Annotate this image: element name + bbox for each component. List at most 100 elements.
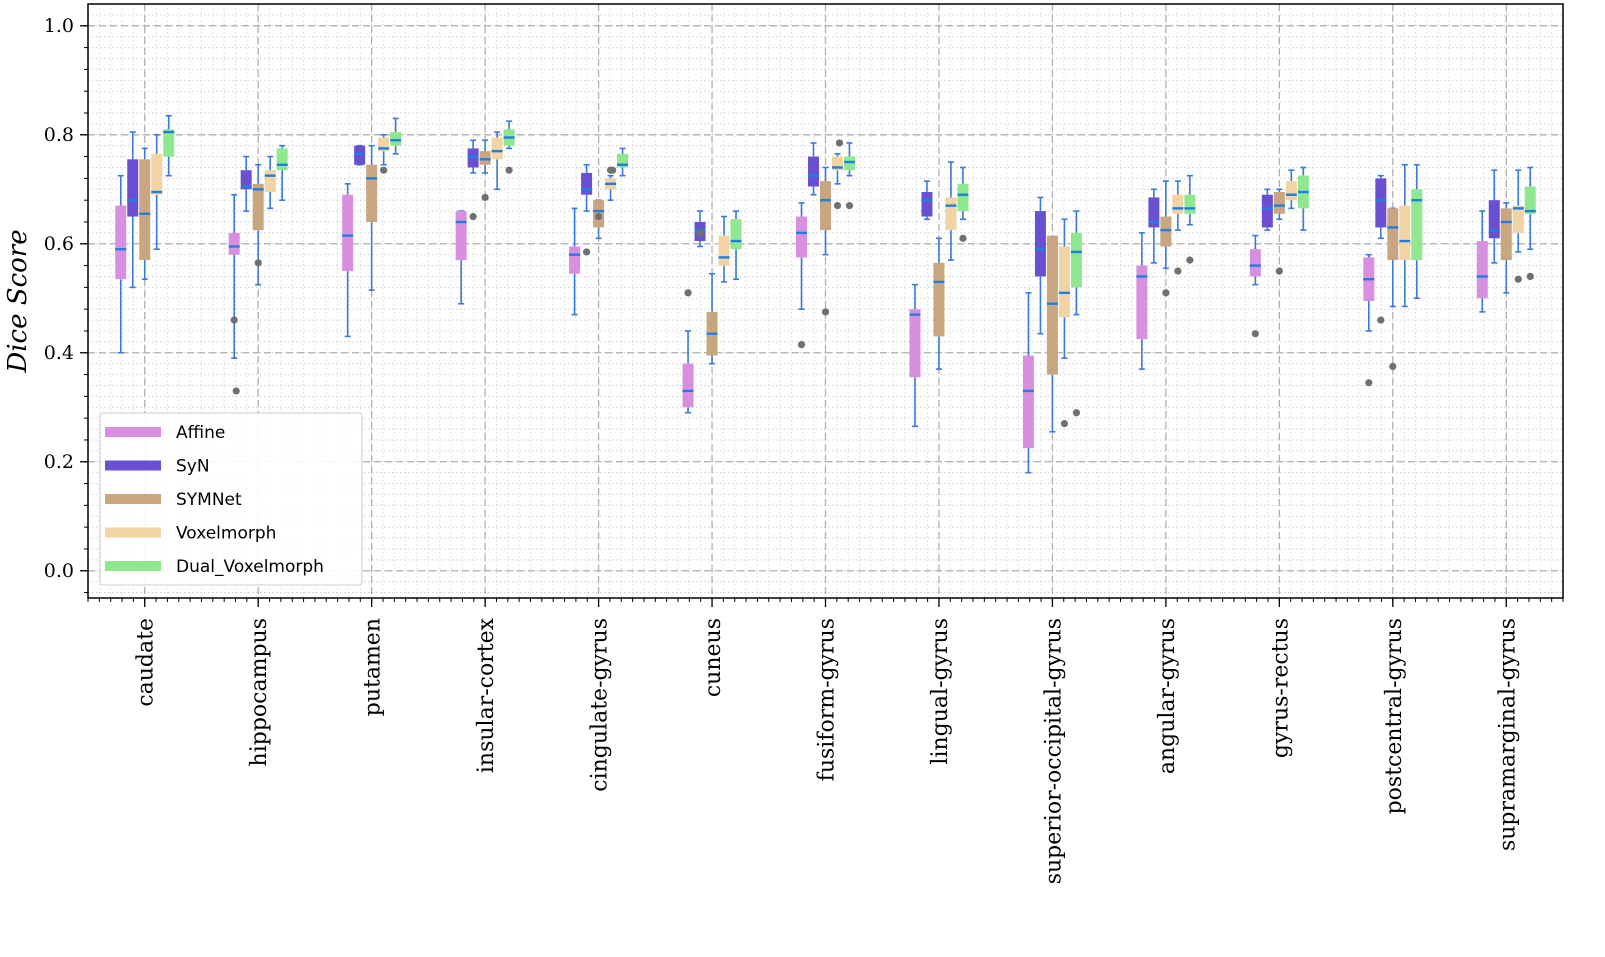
box-body	[163, 129, 175, 157]
box-syn	[694, 210, 706, 248]
box-syn	[1261, 188, 1273, 231]
box-symnet	[139, 147, 151, 281]
outlier-point	[1514, 275, 1522, 283]
box-voxelmorph	[264, 155, 276, 210]
box-body	[569, 246, 581, 274]
outlier-point	[797, 340, 806, 349]
outlier-point	[835, 139, 844, 147]
box-body	[945, 197, 957, 231]
box-dual-voxelmorph	[276, 144, 288, 201]
outlier-point	[1377, 316, 1385, 324]
box-symnet	[706, 272, 718, 365]
box-symnet	[252, 163, 264, 286]
box-body	[1261, 194, 1273, 228]
legend: Affine SyN SYMNet Voxelmorph Dual_Voxelmorph	[99, 412, 363, 586]
box-affine	[1136, 232, 1148, 370]
box-body	[1488, 200, 1500, 239]
box-body	[832, 156, 843, 171]
box-body	[844, 156, 855, 171]
box-body	[1476, 241, 1488, 299]
box-syn	[581, 163, 593, 256]
box-body	[252, 183, 264, 231]
box-body	[1046, 235, 1058, 375]
outlier-point	[959, 234, 967, 242]
box-syn	[467, 139, 479, 221]
outlier-point	[1251, 330, 1259, 338]
box-affine	[796, 202, 807, 349]
category-label: cuneus	[701, 618, 726, 697]
box-body	[1411, 189, 1423, 261]
box-syn	[240, 155, 252, 212]
box-body	[1285, 181, 1297, 201]
box-body	[1184, 194, 1196, 214]
outlier-point	[833, 202, 842, 210]
box-body	[957, 183, 969, 212]
box-body	[1058, 246, 1070, 318]
y-tick-label: 0.4	[44, 342, 74, 364]
box-affine	[1476, 210, 1488, 313]
box-body	[115, 205, 127, 280]
box-body	[127, 159, 139, 217]
box-body	[730, 219, 742, 250]
box-syn	[921, 180, 933, 221]
box-body	[581, 172, 593, 195]
box-dual-voxelmorph	[163, 114, 175, 177]
box-affine	[682, 289, 694, 414]
box-body	[1070, 232, 1082, 288]
box-body	[479, 151, 491, 165]
box-dual-voxelmorph	[1297, 166, 1309, 231]
outlier-point	[1162, 289, 1170, 297]
box-body	[1022, 355, 1034, 449]
outlier-point	[696, 229, 704, 237]
box-body	[1273, 192, 1285, 214]
box-voxelmorph	[832, 139, 844, 210]
box-voxelmorph	[605, 166, 617, 201]
category-label: postcentral-gyrus	[1382, 618, 1407, 814]
box-body	[1160, 216, 1172, 247]
axes: 0.0 0.2 0.4 0.6 0.8 1.0 caudate hippocampus puta…	[44, 15, 1564, 884]
box-voxelmorph	[1399, 163, 1411, 308]
legend-swatch	[105, 494, 161, 504]
box-body	[682, 363, 694, 408]
y-tick-label: 0.0	[44, 560, 74, 582]
box-body	[390, 132, 402, 146]
box-body	[1375, 178, 1387, 228]
legend-swatch	[105, 561, 161, 571]
box-dual-voxelmorph	[730, 210, 742, 281]
outlier-point	[608, 166, 617, 174]
outlier-point	[505, 166, 513, 174]
legend-swatch	[105, 427, 161, 437]
outlier-point	[380, 166, 388, 174]
box-body	[1399, 205, 1411, 261]
box-symnet	[1160, 180, 1172, 297]
box-syn	[1148, 188, 1160, 264]
box-body	[378, 137, 390, 152]
box-symnet	[820, 166, 831, 316]
box-dual-voxelmorph	[844, 142, 855, 210]
category-label: superior-occipital-gyrus	[1041, 618, 1066, 884]
box-dual-voxelmorph	[503, 120, 515, 174]
box-body	[354, 145, 366, 165]
category-label: insular-cortex	[474, 617, 499, 773]
box-affine	[909, 283, 921, 428]
category-label: hippocampus	[247, 618, 272, 766]
box-voxelmorph	[378, 133, 390, 174]
box-dual-voxelmorph	[957, 166, 969, 242]
box-voxelmorph	[1512, 169, 1524, 283]
box-symnet	[1273, 188, 1285, 275]
box-affine	[455, 210, 467, 305]
box-body	[240, 170, 252, 190]
box-voxelmorph	[151, 133, 163, 251]
outlier-point	[582, 248, 591, 256]
box-affine	[342, 183, 354, 338]
box-symnet	[1500, 202, 1512, 294]
box-affine	[569, 207, 581, 316]
outlier-point	[1275, 267, 1283, 275]
box-symnet	[593, 199, 605, 240]
outlier-point	[845, 202, 854, 210]
outlier-point	[232, 387, 240, 395]
outlier-point	[684, 289, 692, 297]
outlier-point	[1365, 379, 1373, 387]
box-body	[933, 262, 945, 337]
box-body	[366, 164, 378, 222]
